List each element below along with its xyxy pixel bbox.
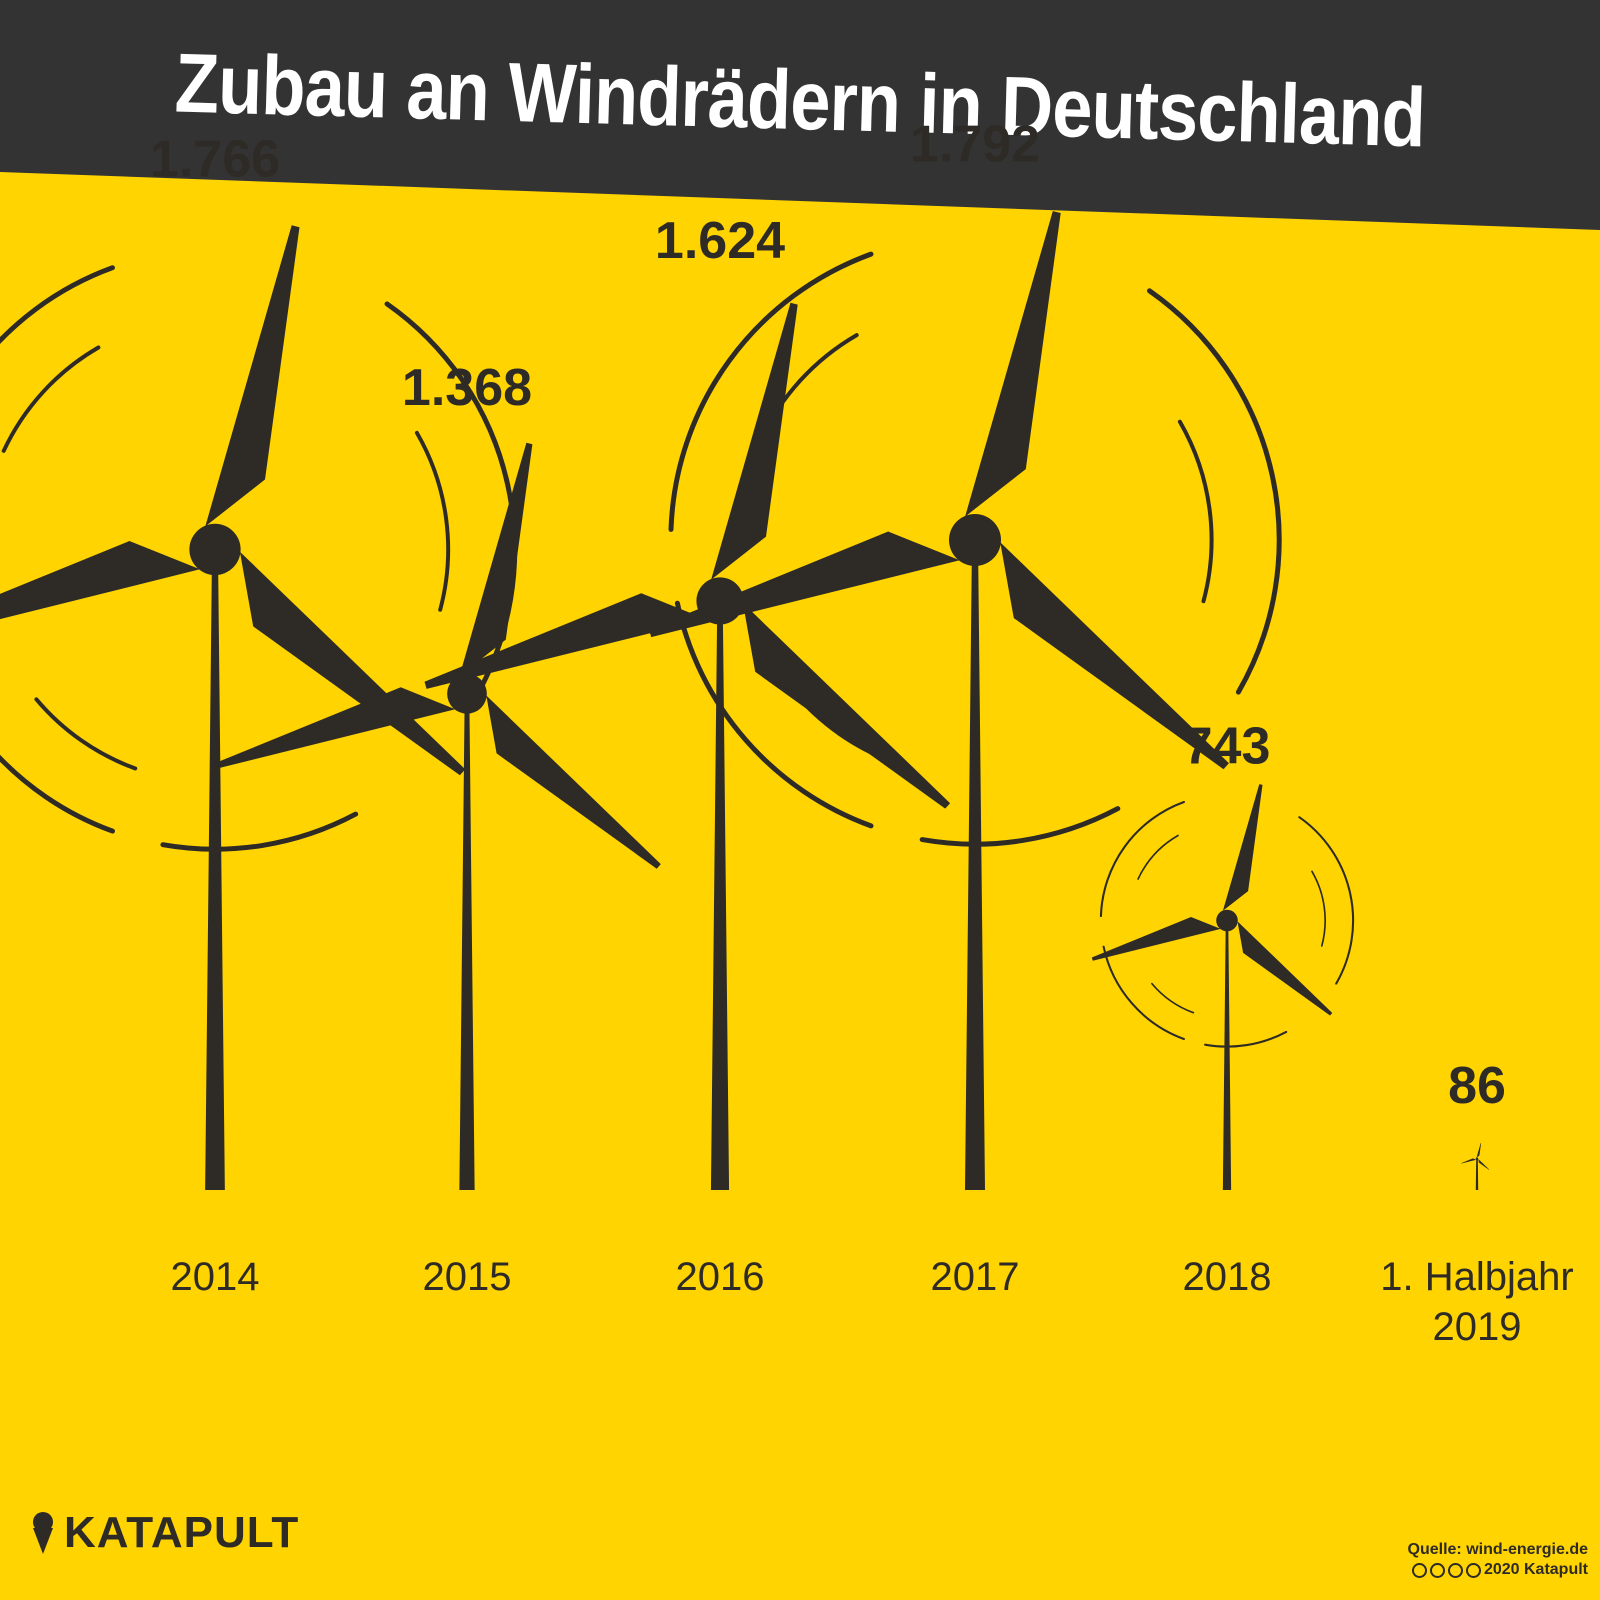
- motion-arc: [1151, 982, 1195, 1014]
- turbine-tower: [1222, 920, 1232, 1190]
- motion-arc: [758, 333, 859, 442]
- turbine-blade: [205, 225, 300, 527]
- motion-arc: [791, 690, 897, 765]
- category-label: 2014: [171, 1255, 260, 1299]
- motion-arc: [1137, 834, 1179, 880]
- motion-arc: [1099, 800, 1185, 918]
- turbine-blade: [711, 302, 798, 580]
- turbine-blade: [1222, 784, 1263, 911]
- turbine-blade: [1461, 1158, 1477, 1164]
- category-label: 2016: [676, 1255, 765, 1299]
- turbine-hub: [1475, 1157, 1479, 1161]
- motion-arc: [1204, 1030, 1288, 1048]
- turbine-bar-2018: [1091, 784, 1355, 1190]
- header-band: [0, 0, 1600, 230]
- category-label: 2018: [1183, 1255, 1272, 1299]
- turbine-bar-2015: [218, 442, 661, 1190]
- motion-arc: [0, 754, 115, 834]
- motion-arc: [0, 265, 115, 345]
- category-label: 1. Halbjahr: [1380, 1255, 1573, 1299]
- ice-cream-cone-icon: [33, 1512, 53, 1554]
- category-label: 2019: [1433, 1305, 1522, 1349]
- turbine-blade: [1000, 542, 1229, 770]
- category-label: 2017: [931, 1255, 1020, 1299]
- brand-name: KATAPULT: [64, 1508, 300, 1557]
- turbine-tower: [459, 693, 475, 1190]
- turbine-blade: [1478, 1158, 1490, 1170]
- turbine-tower: [965, 540, 985, 1190]
- value-label: 1.792: [910, 115, 1040, 173]
- turbine-tower: [1475, 1158, 1479, 1190]
- source-text: Quelle: wind-energie.de: [1407, 1541, 1588, 1558]
- value-label: 86: [1448, 1057, 1506, 1115]
- value-label: 1.766: [150, 130, 280, 188]
- nc-icon: [1447, 1562, 1463, 1578]
- turbine-hub: [189, 523, 241, 576]
- turbine-tower: [205, 549, 225, 1190]
- motion-arc: [919, 806, 1121, 847]
- source-note: Quelle: wind-energie.de 2020 Katapult: [1408, 1540, 1588, 1580]
- category-label: 2015: [423, 1255, 512, 1299]
- turbine-blade: [742, 603, 951, 809]
- value-label: 743: [1184, 718, 1271, 776]
- turbine-blade: [1476, 1143, 1482, 1158]
- copyright-text: 2020 Katapult: [1483, 1561, 1588, 1578]
- motion-arc: [160, 811, 359, 852]
- motion-arc: [1311, 870, 1326, 947]
- turbine-blade: [1237, 921, 1333, 1016]
- motion-arc: [34, 697, 138, 771]
- turbine-blade: [965, 211, 1061, 517]
- motion-arc: [1, 345, 101, 453]
- brand-logo: KATAPULT: [30, 1508, 299, 1558]
- turbine-blade: [649, 531, 960, 638]
- nd-icon: [1465, 1562, 1481, 1578]
- motion-arc: [1298, 816, 1355, 985]
- turbine-tower: [710, 600, 730, 1190]
- license-row: 2020 Katapult: [1408, 1560, 1588, 1580]
- turbine-blade: [1091, 917, 1221, 961]
- by-icon: [1429, 1562, 1445, 1578]
- turbine-blade: [459, 442, 533, 676]
- turbine-blade: [218, 687, 456, 768]
- turbine-hub: [1216, 909, 1238, 932]
- motion-arc: [668, 251, 874, 532]
- turbine-hub: [447, 673, 487, 714]
- turbine-blade: [486, 695, 661, 869]
- motion-arc: [414, 430, 451, 612]
- motion-arc: [1102, 945, 1185, 1041]
- turbine-bar-1-halbjahr-2019: [1461, 1143, 1490, 1190]
- motion-arc: [674, 600, 874, 829]
- turbine-bar-2017: [649, 211, 1282, 1190]
- turbine-hub: [949, 514, 1001, 566]
- turbine-blade: [424, 593, 707, 689]
- motion-arc: [1177, 419, 1214, 604]
- value-label: 1.624: [655, 212, 785, 270]
- turbine-blade: [0, 541, 200, 620]
- value-label: 1.368: [402, 359, 532, 417]
- motion-arc: [1147, 288, 1282, 695]
- cc-icon: [1411, 1562, 1427, 1578]
